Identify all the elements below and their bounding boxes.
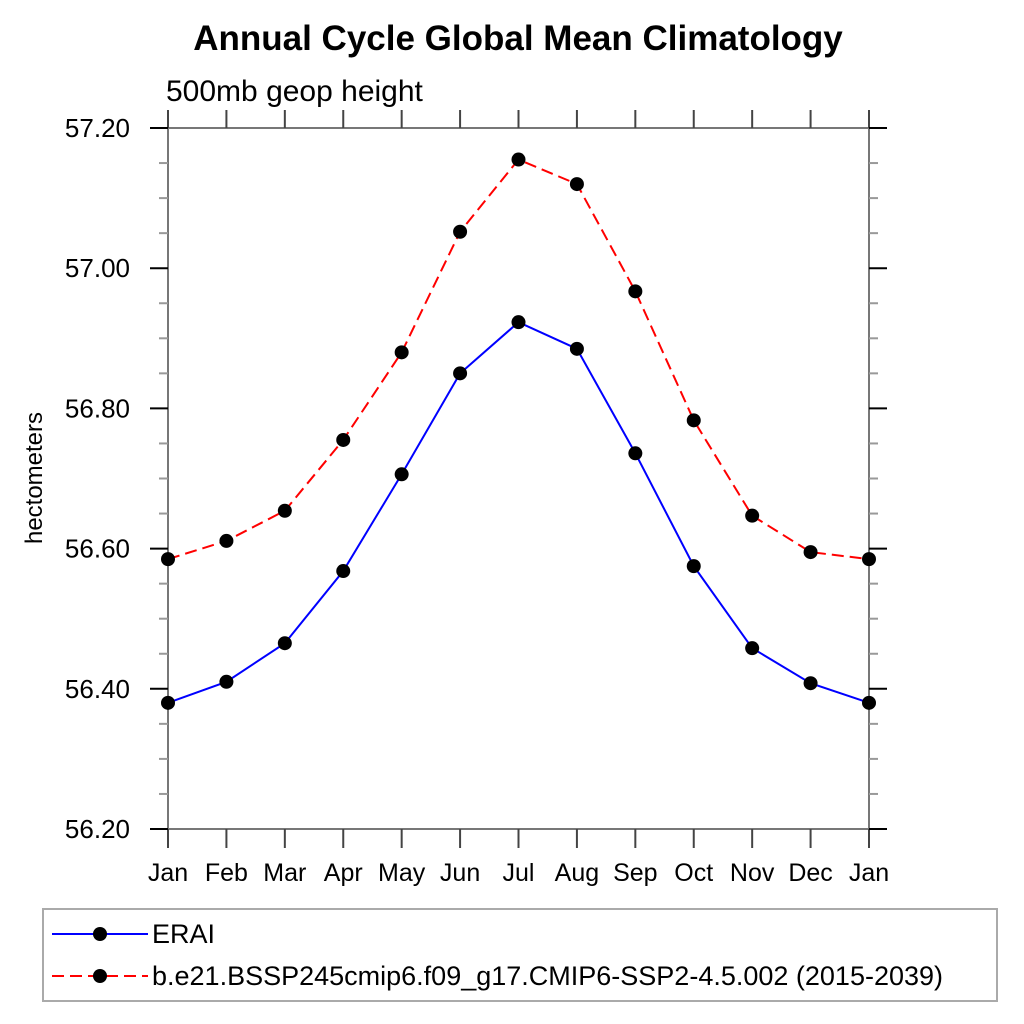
x-tick-label: Aug — [555, 859, 599, 887]
data-point-marker-erai — [453, 366, 468, 381]
x-tick-label: Dec — [788, 859, 832, 887]
data-point-marker-erai — [862, 695, 876, 710]
data-point-marker-erai — [511, 315, 526, 330]
data-point-marker-model — [803, 545, 818, 560]
data-point-marker-model — [745, 508, 760, 523]
x-tick-label: Apr — [324, 859, 363, 887]
x-tick-label: Oct — [674, 859, 713, 887]
x-tick-label: Jun — [440, 859, 480, 887]
data-point-marker-erai — [569, 341, 584, 356]
x-tick-label: Jul — [503, 859, 535, 887]
x-tick-label: Nov — [730, 859, 775, 887]
data-point-marker-model — [336, 432, 351, 447]
data-point-marker-model — [686, 413, 701, 428]
legend-item-model: b.e21.BSSP245cmip6.f09_g17.CMIP6-SSP2-4.… — [44, 959, 996, 993]
legend-label-model: b.e21.BSSP245cmip6.f09_g17.CMIP6-SSP2-4.… — [152, 961, 944, 991]
legend-label-erai: ERAI — [152, 919, 216, 949]
x-tick-label: Feb — [205, 859, 248, 887]
data-point-marker-erai — [628, 446, 643, 461]
chart-layer: Jan Feb Mar Apr May Jun Jul Aug Sep Oct Nov Dec Jan 5… — [65, 110, 889, 887]
chart-subtitle: 500mb geop height — [166, 75, 424, 108]
y-tick-label: 56.20 — [65, 814, 130, 844]
data-point-marker-model — [862, 552, 876, 567]
y-tick-label: 56.80 — [65, 393, 130, 423]
data-point-marker-erai — [336, 564, 351, 579]
data-point-marker-model — [161, 552, 175, 567]
data-point-marker-erai — [686, 559, 701, 574]
y-tick-label: 56.40 — [65, 674, 130, 704]
data-point-marker-erai — [803, 676, 818, 691]
series-line-erai — [167, 320, 870, 704]
x-tick-label: Jan — [849, 859, 889, 887]
y-axis-label: hectometers — [21, 412, 48, 544]
erai-line-sample — [52, 927, 148, 941]
x-tick-label: Mar — [263, 859, 306, 887]
data-point-marker-model — [511, 152, 526, 167]
data-point-marker-model — [569, 177, 584, 192]
legend-box: ERAI b.e21.BSSP245cmip6.f09_g17.CMIP6-SS… — [42, 908, 998, 1002]
model-line-sample — [52, 969, 148, 983]
data-point-marker-erai — [277, 636, 292, 651]
x-tick-label: Jan — [148, 859, 188, 887]
data-point-marker-model — [219, 533, 234, 548]
x-tick-label: Sep — [613, 859, 657, 887]
data-point-marker-erai — [161, 695, 175, 710]
model-sample-marker-icon — [93, 969, 107, 983]
series-line-model — [167, 158, 870, 561]
data-point-marker-model — [394, 345, 409, 360]
plot-border — [167, 127, 870, 830]
data-point-marker-model — [453, 224, 468, 239]
legend-item-erai: ERAI — [44, 917, 996, 951]
erai-sample-marker-icon — [93, 927, 107, 941]
data-point-marker-erai — [219, 674, 234, 689]
data-point-marker-model — [628, 284, 643, 299]
y-tick-label: 56.60 — [65, 534, 130, 564]
y-tick-label: 57.20 — [65, 113, 130, 143]
x-tick-label: May — [378, 859, 426, 887]
data-point-marker-erai — [394, 467, 409, 482]
data-point-marker-model — [277, 503, 292, 518]
y-tick-label: 57.00 — [65, 253, 130, 283]
chart-title: Annual Cycle Global Mean Climatology — [193, 19, 843, 58]
data-point-marker-erai — [745, 641, 760, 656]
